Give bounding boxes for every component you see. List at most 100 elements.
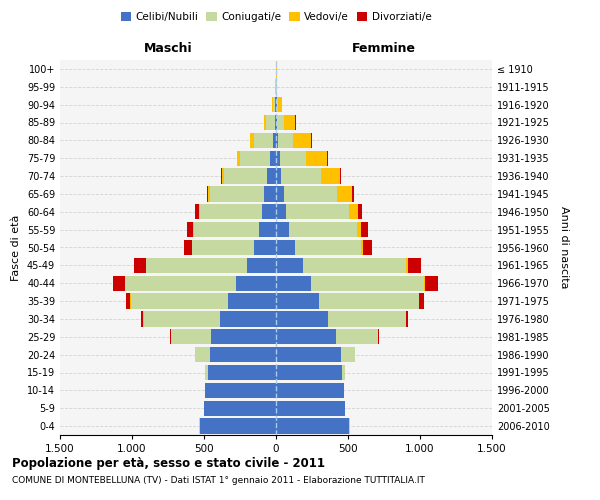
Bar (273, 97, 275, 112)
Bar (406, 258, 408, 273)
Y-axis label: Anni di nascita: Anni di nascita (559, 206, 569, 289)
Bar (193, 240, 254, 255)
Bar (328, 312, 406, 326)
Bar (419, 294, 424, 308)
Bar (342, 365, 345, 380)
Bar (276, 312, 328, 326)
Bar (337, 186, 352, 202)
Bar (204, 400, 276, 416)
Bar (425, 276, 438, 291)
Bar (247, 258, 276, 273)
Bar (146, 258, 247, 273)
Bar (278, 133, 293, 148)
Bar (358, 204, 362, 220)
Bar (200, 418, 276, 434)
Bar (349, 204, 358, 220)
Bar (210, 186, 265, 202)
Bar (270, 150, 276, 166)
Bar (187, 222, 193, 237)
Bar (276, 294, 319, 308)
Bar (240, 150, 270, 166)
Bar (280, 150, 305, 166)
Bar (126, 294, 130, 308)
Bar (275, 115, 276, 130)
Bar (208, 365, 276, 380)
Bar (302, 258, 406, 273)
Bar (224, 168, 268, 184)
Bar (221, 168, 222, 184)
Bar (196, 347, 210, 362)
Bar (208, 186, 210, 202)
Bar (229, 294, 276, 308)
Bar (143, 312, 220, 326)
Bar (262, 204, 276, 220)
Bar (276, 276, 311, 291)
Bar (236, 276, 276, 291)
Bar (206, 186, 208, 202)
Bar (311, 276, 424, 291)
Bar (337, 329, 378, 344)
Bar (406, 312, 409, 326)
Bar (268, 168, 276, 184)
Bar (277, 97, 278, 112)
Bar (305, 150, 327, 166)
Bar (276, 97, 277, 112)
Bar (341, 347, 355, 362)
Bar (278, 97, 283, 112)
Bar (284, 186, 337, 202)
Bar (170, 329, 171, 344)
Bar (276, 133, 278, 148)
Bar (272, 97, 273, 112)
Bar (193, 222, 194, 237)
Bar (134, 258, 146, 273)
Bar (361, 222, 368, 237)
Bar (295, 240, 361, 255)
Bar (254, 133, 273, 148)
Text: Femmine: Femmine (352, 42, 416, 54)
Bar (254, 240, 276, 255)
Bar (340, 168, 341, 184)
Bar (276, 418, 349, 434)
Bar (424, 276, 425, 291)
Bar (200, 204, 262, 220)
Bar (113, 276, 125, 291)
Bar (259, 222, 276, 237)
Bar (276, 240, 295, 255)
Y-axis label: Fasce di età: Fasce di età (11, 214, 21, 280)
Bar (276, 329, 337, 344)
Bar (222, 168, 224, 184)
Bar (277, 115, 284, 130)
Bar (284, 115, 295, 130)
Bar (205, 365, 208, 380)
Bar (141, 312, 143, 326)
Bar (194, 222, 259, 237)
Bar (286, 204, 349, 220)
Bar (273, 133, 276, 148)
Text: COMUNE DI MONTEBELLUNA (TV) - Dati ISTAT 1° gennaio 2011 - Elaborazione TUTTITAL: COMUNE DI MONTEBELLUNA (TV) - Dati ISTAT… (12, 476, 425, 485)
Bar (276, 204, 286, 220)
Bar (276, 168, 281, 184)
Bar (250, 133, 254, 148)
Bar (293, 133, 311, 148)
Bar (131, 294, 229, 308)
Text: Maschi: Maschi (143, 42, 193, 54)
Bar (184, 240, 192, 255)
Bar (266, 115, 275, 130)
Bar (276, 258, 302, 273)
Bar (276, 347, 341, 362)
Bar (276, 400, 345, 416)
Bar (408, 258, 421, 273)
Bar (276, 115, 277, 130)
Bar (276, 365, 342, 380)
Bar (361, 240, 363, 255)
Bar (210, 347, 276, 362)
Bar (199, 204, 200, 220)
Bar (289, 222, 356, 237)
Bar (319, 294, 419, 308)
Bar (171, 329, 211, 344)
Bar (322, 168, 340, 184)
Bar (220, 312, 276, 326)
Bar (276, 222, 289, 237)
Bar (275, 97, 276, 112)
Bar (363, 240, 372, 255)
